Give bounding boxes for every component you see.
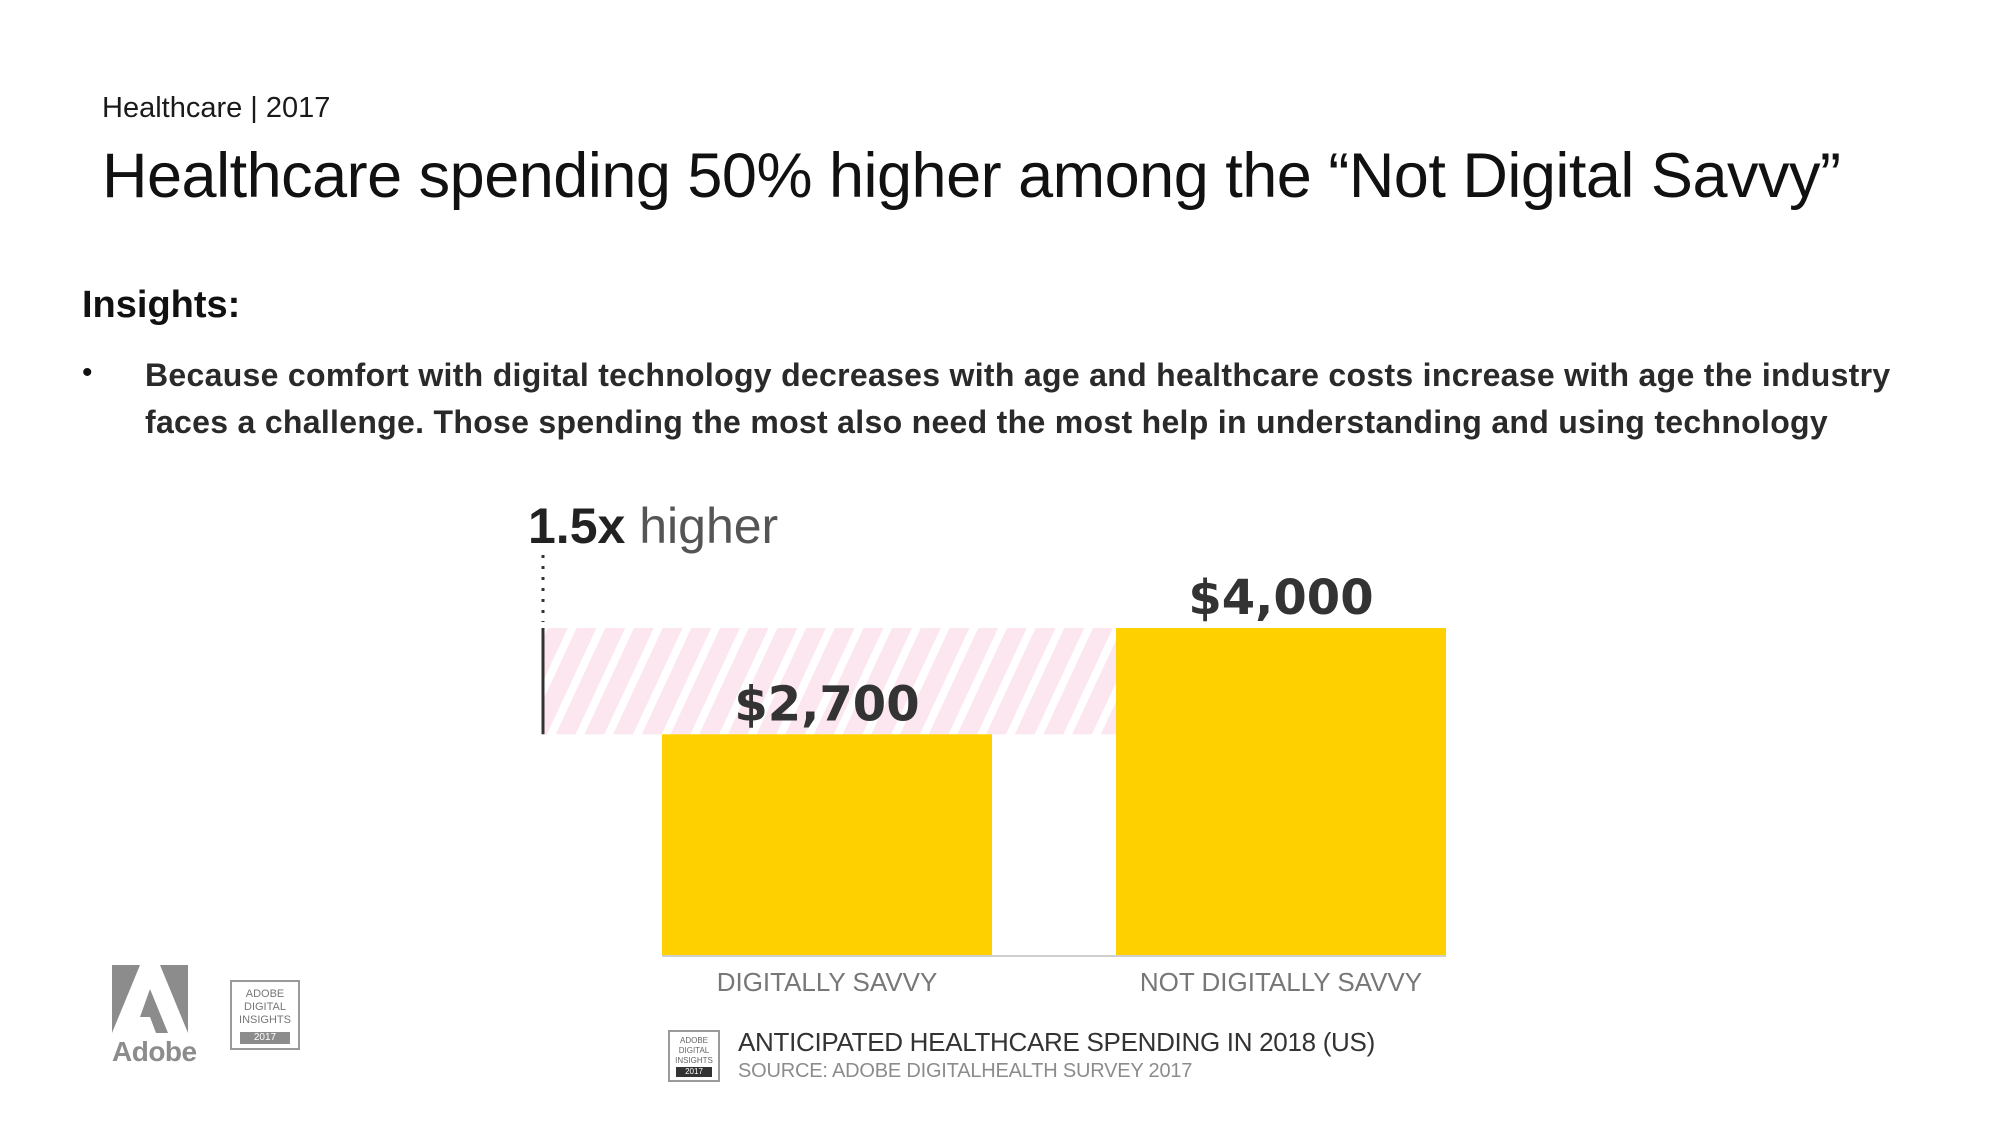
badge-line: ADOBE xyxy=(679,1036,708,1045)
category-label-not-digitally-savvy: NOT DIGITALLY SAVVY xyxy=(1140,967,1422,997)
multiplier-annotation: 1.5x higher xyxy=(528,498,778,554)
multiplier-text: higher xyxy=(625,498,778,554)
insights-heading: Insights: xyxy=(82,284,241,326)
badge-line: INSIGHTS xyxy=(675,1056,713,1065)
page-title: Healthcare spending 50% higher among the… xyxy=(102,141,1841,211)
eyebrow-label: Healthcare | 2017 xyxy=(102,92,331,124)
bar-not-digitally-savvy xyxy=(1116,628,1446,955)
badge-line: ADOBE xyxy=(245,988,285,1000)
digital-insights-badge-icon: ADOBE DIGITAL INSIGHTS 2017 xyxy=(230,980,300,1050)
multiplier-value: 1.5x xyxy=(528,498,626,554)
badge-line: DIGITAL xyxy=(244,1001,286,1013)
badge-line: INSIGHTS xyxy=(239,1014,291,1026)
bar-digitally-savvy xyxy=(662,734,992,955)
difference-highlight-band xyxy=(543,628,1116,735)
value-label-not-digitally-savvy: $4,000 xyxy=(1188,570,1373,626)
badge-year: 2017 xyxy=(676,1067,712,1077)
chart-source: SOURCE: ADOBE DIGITALHEALTH SURVEY 2017 xyxy=(738,1060,1193,1082)
bullet-icon: • xyxy=(82,356,93,389)
adobe-logo-text: Adobe xyxy=(112,1036,197,1067)
adobe-logo-icon xyxy=(112,965,188,1033)
badge-year: 2017 xyxy=(240,1032,290,1044)
chart-caption: ANTICIPATED HEALTHCARE SPENDING IN 2018 … xyxy=(738,1027,1375,1057)
bars-layer: $2,700 DIGITALLY SAVVY $4,000 NOT DIGITALLY… xyxy=(662,570,1446,997)
category-label-digitally-savvy: DIGITALLY SAVVY xyxy=(717,967,938,997)
badge-line: DIGITAL xyxy=(678,1046,710,1055)
insight-bullet: Because comfort with digital technology … xyxy=(145,357,1891,440)
digital-insights-small-badge-icon: ADOBE DIGITAL INSIGHTS 2017 xyxy=(668,1030,720,1082)
value-label-digitally-savvy: $2,700 xyxy=(734,676,919,732)
